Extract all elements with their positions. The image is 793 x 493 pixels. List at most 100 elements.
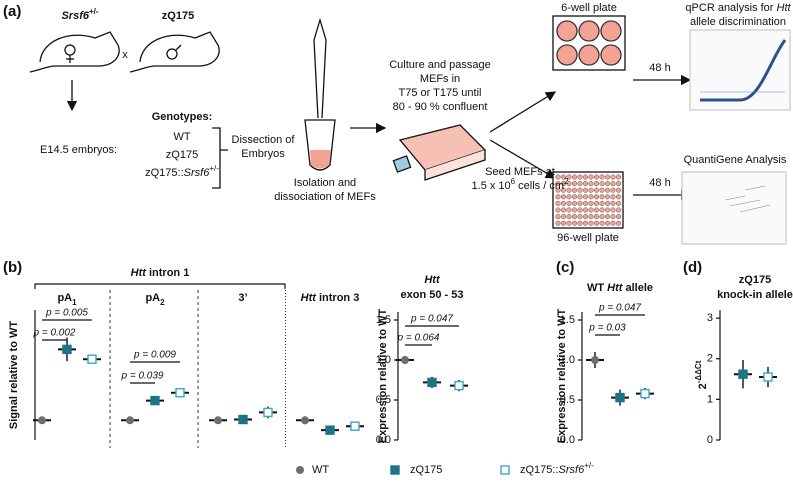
label: Embryos <box>241 148 285 160</box>
text-part: pA <box>57 292 72 304</box>
panel-label: (c) <box>556 259 574 276</box>
wells <box>556 20 622 66</box>
p-value: p = 0.005 <box>45 308 88 319</box>
label: dissociation of MEFs <box>274 191 376 203</box>
label: 80 - 90 % confluent <box>393 101 488 113</box>
bracket <box>212 127 228 189</box>
label: 1.5 x 106 cells / cm2 <box>472 177 570 192</box>
label: Dissection of <box>232 134 296 146</box>
p-value: p = 0.047 <box>410 314 453 325</box>
p-value: p = 0.009 <box>133 350 176 361</box>
text-part: pA <box>145 292 160 304</box>
y-tick-label: 0.0 <box>376 434 391 446</box>
qpcr-thumbnail <box>689 29 791 111</box>
point <box>126 416 134 425</box>
text-part: 6 <box>511 177 516 186</box>
chart-title: zQ175 <box>739 274 771 286</box>
text-part: 2 <box>160 298 165 307</box>
text-part: Htt <box>301 292 318 304</box>
p-value: p = 0.03 <box>588 323 626 334</box>
label: 6-well plate <box>561 2 617 14</box>
male-symbol <box>166 48 178 60</box>
text-part: 2 <box>697 383 709 389</box>
category-label: Htt intron 3 <box>301 292 360 304</box>
legend-label: zQ175 <box>410 464 442 476</box>
text-part: -ΔΔCt <box>694 360 703 383</box>
text-part: Srsf6 <box>559 464 586 476</box>
chart-title: Htt <box>424 274 441 286</box>
point <box>87 354 97 364</box>
y-axis-label: 2-ΔΔCt <box>694 360 709 389</box>
y-axis-label: Expression relative to WT <box>377 308 389 443</box>
text-part: Srsf6 <box>61 10 89 22</box>
text-part: +/- <box>89 7 99 16</box>
label: qPCR analysis for Htt <box>685 2 791 14</box>
panel-label: (b) <box>3 259 22 276</box>
label: Culture and passage <box>389 59 491 71</box>
label: zQ175 <box>162 10 194 22</box>
point <box>38 416 46 425</box>
point <box>454 380 464 391</box>
y-tick-label: 1 <box>707 393 713 405</box>
panel-label: (d) <box>683 259 702 276</box>
p-value: p = 0.039 <box>121 371 164 382</box>
point <box>401 356 409 364</box>
chart-title: exon 50 - 53 <box>401 289 464 301</box>
group-bracket <box>34 283 286 289</box>
label: MEFs in <box>420 73 460 85</box>
point <box>214 416 222 425</box>
text-part: Htt <box>777 2 792 14</box>
label: 48 h <box>649 62 670 74</box>
schematic <box>29 15 791 245</box>
text-part: WT <box>587 282 607 294</box>
mouse <box>129 31 220 73</box>
label: T75 or T175 until <box>399 87 482 99</box>
category-label: 3’ <box>238 292 247 304</box>
text-part: zQ175:: <box>520 464 559 476</box>
label: 48 h <box>649 177 670 189</box>
label: Srsf6+/- <box>61 7 98 22</box>
label: Seed MEFs at <box>485 166 555 178</box>
legend-marker <box>500 465 510 475</box>
legend-label: zQ175::Srsf6+/- <box>520 461 594 476</box>
quantigene-thumbnail <box>681 171 787 245</box>
text-part: 2 <box>564 177 569 186</box>
pipette <box>313 17 327 119</box>
point <box>263 407 273 418</box>
text-part: intron 1 <box>146 267 189 279</box>
point <box>615 392 625 403</box>
text-part: cells / cm <box>515 180 564 192</box>
text-part: intron 3 <box>316 292 359 304</box>
label: zQ175 <box>166 149 198 161</box>
legend-marker <box>390 465 400 475</box>
point <box>62 344 72 355</box>
label: WT <box>173 131 190 143</box>
category-label: pA2 <box>145 292 165 307</box>
point <box>325 425 335 435</box>
y-axis-label: Expression relative to WT <box>556 308 568 443</box>
point <box>738 369 748 379</box>
label: Isolation and <box>294 177 356 189</box>
legend-label: WT <box>312 464 329 476</box>
text-part: Htt <box>607 282 624 294</box>
p-value: p = 0.002 <box>33 328 76 339</box>
point <box>301 416 309 425</box>
label: QuantiGene Analysis <box>684 154 787 166</box>
y-tick-label: 2 <box>707 353 713 365</box>
text-part: Srsf6 <box>184 167 211 179</box>
y-axis-label: Signal relative to WT <box>8 321 20 429</box>
text-part: Htt <box>131 267 148 279</box>
point <box>591 356 599 364</box>
y-tick-label: 0.5 <box>376 394 391 406</box>
category-label: pA1 <box>57 292 77 307</box>
p-value: p = 0.047 <box>598 303 641 314</box>
y-tick-label: 0 <box>707 434 713 446</box>
y-tick-label: 1.5 <box>560 314 575 326</box>
text-part: 1 <box>72 298 77 307</box>
text-part: allele <box>622 282 653 294</box>
label: x <box>122 49 128 61</box>
panel-label: (a) <box>3 3 21 20</box>
y-tick-label: 0.5 <box>560 394 575 406</box>
point <box>238 414 248 425</box>
